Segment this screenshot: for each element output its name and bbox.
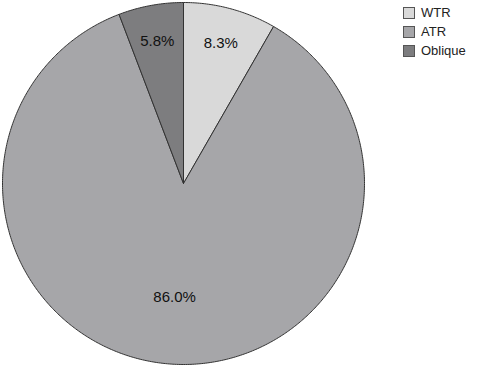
html-text:ATR: ATR [421,24,446,39]
svg-text:5.8%: 5.8% [140,32,174,49]
svg-text:86.0%: 86.0% [153,288,196,305]
html-text:WTR: WTR [421,5,451,20]
svg-text:8.3%: 8.3% [204,34,238,51]
html-text:Oblique: Oblique [421,43,466,58]
